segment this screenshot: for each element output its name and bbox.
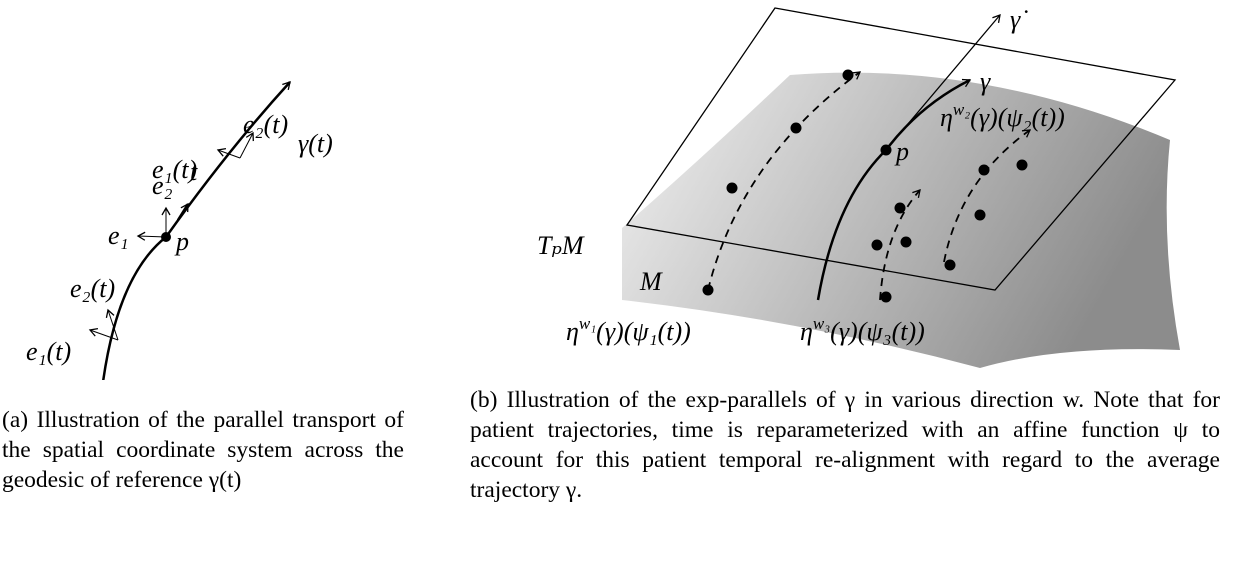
label: γ	[980, 67, 991, 96]
label: p	[174, 227, 189, 256]
label: e₁(t)	[26, 337, 71, 366]
eta-rest: (γ)(ψ₁(t))	[596, 317, 691, 346]
label: p	[894, 137, 909, 166]
eta-sup: w₁	[579, 314, 596, 333]
caption-a: (a) Illustration of the parallel transpo…	[2, 405, 404, 495]
label: e₂(t)	[243, 110, 288, 139]
eta-rest: (γ)(ψ₂(t))	[970, 103, 1065, 132]
label: γ(t)	[298, 129, 333, 158]
label: e₁(t)	[152, 155, 197, 184]
figure: e₁(t) e₂(t) e₁ e₂ t p e₁(t) e₂(t) γ(t) γ…	[0, 0, 1235, 380]
eta-base: η	[940, 103, 953, 132]
label: e₁	[108, 221, 129, 250]
page: e₁(t) e₂(t) e₁ e₂ t p e₁(t) e₂(t) γ(t) γ…	[0, 0, 1235, 566]
eta-rest: (γ)(ψ₃(t))	[830, 317, 925, 346]
eta-label: ηw₃(γ)(ψ₃(t))	[800, 314, 925, 346]
label: γ̇	[1010, 5, 1028, 34]
label: e₂(t)	[70, 274, 115, 303]
eta-sup: w₃	[813, 314, 830, 333]
eta-base: η	[800, 317, 813, 346]
eta-label: ηw₁(γ)(ψ₁(t))	[566, 314, 691, 346]
label: M	[639, 267, 663, 296]
eta-base: η	[566, 317, 579, 346]
caption-b: (b) Illustration of the exp-parallels of…	[470, 385, 1220, 505]
eta-sup: w₂	[953, 100, 970, 119]
panel-b	[622, 8, 1180, 368]
label: TₚM	[537, 231, 585, 260]
